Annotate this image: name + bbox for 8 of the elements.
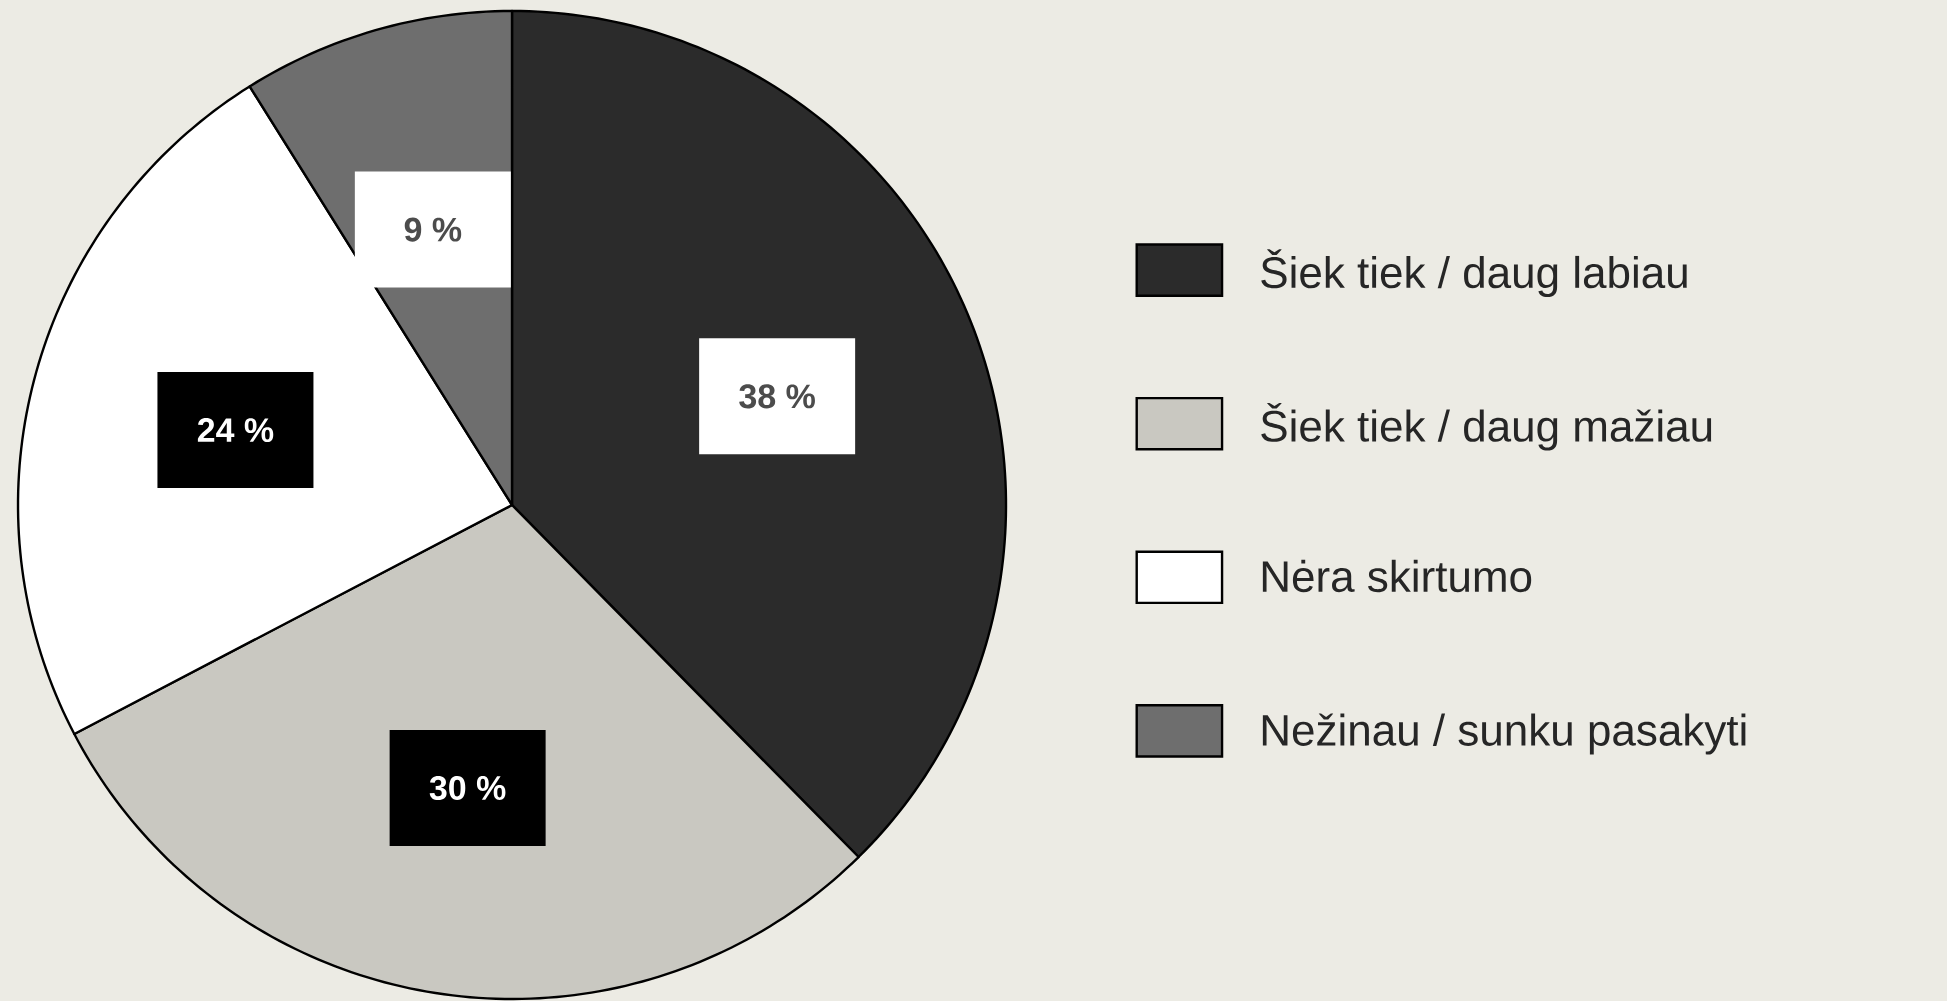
legend-label: Nežinau / sunku pasakyti (1262, 713, 1746, 755)
data-label: 24 % (197, 418, 274, 443)
legend-label: Nėra skirtumo (1262, 559, 1532, 593)
legend-label: Šiek tiek / daug mažiau (1261, 402, 1712, 451)
data-label: 9 % (404, 217, 462, 242)
data-label: 30 % (429, 775, 506, 801)
data-label: 38 % (739, 384, 815, 409)
legend-label: Šiek tiek / daug labiau (1261, 249, 1687, 297)
